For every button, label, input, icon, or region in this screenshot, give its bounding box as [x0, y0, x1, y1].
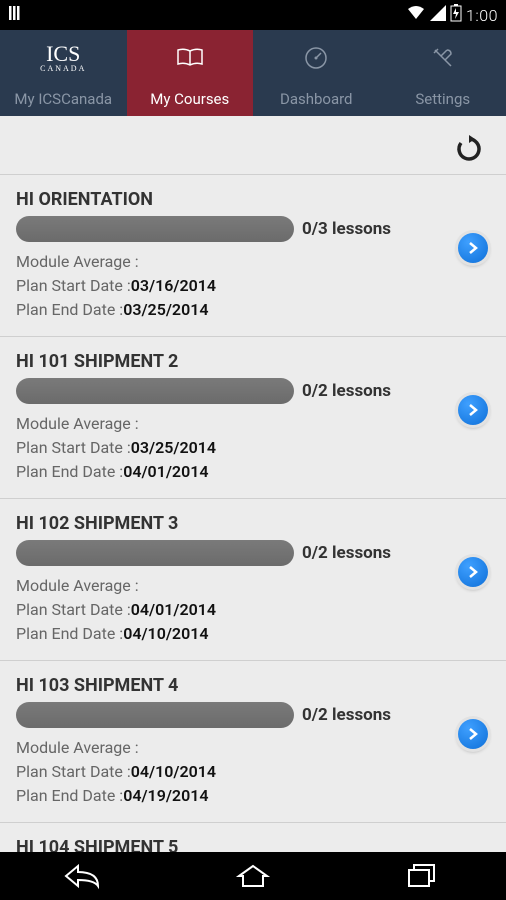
- tab-my-icscanada[interactable]: ICSCANADA My ICSCanada: [0, 30, 127, 116]
- refresh-button[interactable]: [454, 134, 484, 164]
- lessons-count: 0/2 lessons: [302, 381, 391, 401]
- refresh-icon: [455, 135, 483, 163]
- plan-end-date: Plan End Date :04/01/2014: [16, 460, 490, 484]
- course-title: HI 101 SHIPMENT 2: [16, 351, 490, 372]
- progress-bar: [16, 216, 294, 242]
- course-item[interactable]: HI 103 SHIPMENT 4 0/2 lessons Module Ave…: [0, 660, 506, 822]
- gauge-icon: [304, 44, 328, 72]
- content-area: HI ORIENTATION 0/3 lessons Module Averag…: [0, 116, 506, 852]
- plan-start-date: Plan Start Date :04/10/2014: [16, 760, 490, 784]
- course-item[interactable]: HI 104 SHIPMENT 5: [0, 822, 506, 852]
- progress-bar: [16, 378, 294, 404]
- course-detail-button[interactable]: [458, 233, 488, 263]
- plan-end-date: Plan End Date :03/25/2014: [16, 298, 490, 322]
- course-item[interactable]: HI 102 SHIPMENT 3 0/2 lessons Module Ave…: [0, 498, 506, 660]
- course-title: HI 103 SHIPMENT 4: [16, 675, 490, 696]
- tab-bar: ICSCANADA My ICSCanada My Courses Dashbo…: [0, 30, 506, 116]
- back-icon: [64, 862, 104, 890]
- plan-start-date: Plan Start Date :03/25/2014: [16, 436, 490, 460]
- signal-icon: [430, 5, 446, 25]
- book-icon: [176, 44, 204, 72]
- module-average: Module Average :: [16, 574, 490, 598]
- tools-icon: [431, 44, 455, 72]
- recent-icon: [406, 862, 438, 890]
- progress-bar: [16, 702, 294, 728]
- tab-dashboard[interactable]: Dashboard: [253, 30, 380, 116]
- tab-my-courses[interactable]: My Courses: [127, 30, 254, 116]
- status-bar: 1:00: [0, 0, 506, 30]
- course-detail-button[interactable]: [458, 719, 488, 749]
- course-title: HI 104 SHIPMENT 5: [16, 837, 490, 852]
- tab-label: My ICSCanada: [14, 90, 112, 108]
- module-average: Module Average :: [16, 736, 490, 760]
- wifi-icon: [406, 5, 426, 25]
- plan-end-date: Plan End Date :04/10/2014: [16, 622, 490, 646]
- tab-label: Dashboard: [280, 90, 353, 108]
- android-nav-bar: [0, 852, 506, 900]
- plan-start-date: Plan Start Date :03/16/2014: [16, 274, 490, 298]
- battery-left-icon: [8, 4, 22, 26]
- course-detail-button[interactable]: [458, 557, 488, 587]
- course-detail-button[interactable]: [458, 395, 488, 425]
- chevron-right-icon: [467, 728, 479, 740]
- chevron-right-icon: [467, 566, 479, 578]
- recent-apps-button[interactable]: [392, 856, 452, 896]
- tab-settings[interactable]: Settings: [380, 30, 506, 116]
- module-average: Module Average :: [16, 250, 490, 274]
- progress-bar: [16, 540, 294, 566]
- plan-end-date: Plan End Date :04/19/2014: [16, 784, 490, 808]
- lessons-count: 0/2 lessons: [302, 705, 391, 725]
- battery-icon: [450, 4, 462, 26]
- course-title: HI 102 SHIPMENT 3: [16, 513, 490, 534]
- ics-logo-icon: ICSCANADA: [40, 44, 86, 72]
- course-title: HI ORIENTATION: [16, 189, 490, 210]
- status-time: 1:00: [466, 6, 498, 25]
- course-item[interactable]: HI ORIENTATION 0/3 lessons Module Averag…: [0, 174, 506, 336]
- home-button[interactable]: [223, 856, 283, 896]
- home-icon: [235, 862, 271, 890]
- back-button[interactable]: [54, 856, 114, 896]
- tab-label: My Courses: [150, 90, 229, 108]
- chevron-right-icon: [467, 242, 479, 254]
- lessons-count: 0/2 lessons: [302, 543, 391, 563]
- lessons-count: 0/3 lessons: [302, 219, 391, 239]
- course-item[interactable]: HI 101 SHIPMENT 2 0/2 lessons Module Ave…: [0, 336, 506, 498]
- plan-start-date: Plan Start Date :04/01/2014: [16, 598, 490, 622]
- tab-label: Settings: [415, 90, 470, 108]
- module-average: Module Average :: [16, 412, 490, 436]
- chevron-right-icon: [467, 404, 479, 416]
